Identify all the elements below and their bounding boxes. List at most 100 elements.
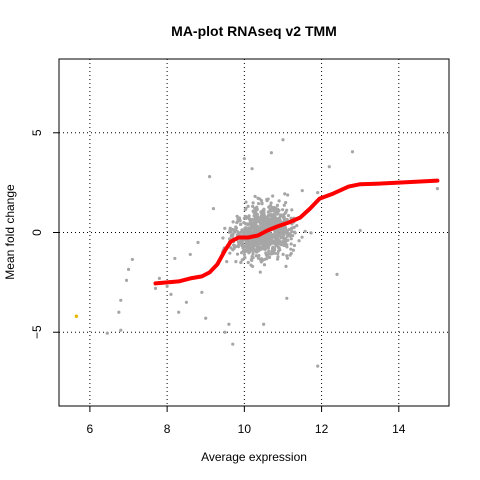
data-point [276, 252, 280, 256]
data-point [335, 272, 339, 276]
data-point [273, 242, 277, 246]
data-point [289, 237, 293, 241]
data-point [247, 239, 251, 243]
data-point [248, 248, 253, 252]
data-point [275, 207, 280, 211]
data-point [245, 241, 249, 245]
data-point [256, 219, 260, 224]
x-tick-label: 10 [238, 422, 252, 436]
data-point [235, 214, 239, 218]
data-point [276, 255, 280, 259]
data-point [282, 217, 286, 221]
data-point [297, 239, 301, 243]
x-tick-label: 12 [315, 422, 329, 436]
data-point [435, 187, 440, 191]
data-point [124, 278, 129, 282]
data-point [223, 226, 227, 230]
data-point [248, 219, 252, 223]
y-axis-label: Mean fold change [3, 184, 17, 280]
data-point [277, 199, 281, 203]
data-point [272, 208, 276, 212]
data-point [260, 223, 264, 227]
data-point [247, 214, 251, 218]
data-point [262, 245, 267, 249]
data-point [105, 331, 109, 335]
data-point [225, 260, 229, 264]
data-point [236, 240, 241, 244]
data-point [244, 216, 248, 220]
data-point [295, 223, 299, 228]
data-point [290, 230, 294, 234]
data-point [327, 165, 331, 169]
data-point [241, 249, 245, 253]
data-point [256, 201, 261, 206]
data-point [290, 208, 294, 212]
data-point [239, 240, 243, 244]
data-point [289, 247, 293, 251]
data-point [257, 253, 261, 258]
data-point [268, 237, 272, 241]
data-point [284, 210, 288, 214]
data-point [279, 228, 284, 232]
data-point [358, 228, 362, 233]
x-axis-label: Average expression [201, 450, 307, 464]
scatter-points [74, 138, 440, 368]
data-point [290, 226, 294, 230]
data-point [188, 252, 192, 257]
data-point [267, 249, 271, 253]
data-point [282, 203, 286, 207]
data-point [117, 310, 121, 314]
data-point [261, 209, 265, 213]
data-point [273, 239, 277, 244]
data-point [253, 194, 257, 198]
data-point [286, 238, 290, 242]
data-point [271, 194, 275, 198]
data-point [234, 228, 238, 232]
data-point [350, 150, 355, 154]
data-point [286, 213, 291, 218]
data-point [267, 210, 271, 214]
x-tick-label: 8 [164, 422, 171, 436]
data-point [231, 220, 235, 224]
data-point [259, 257, 264, 261]
data-point [227, 230, 232, 234]
data-point [238, 218, 242, 223]
data-point [284, 200, 288, 205]
data-point [251, 249, 255, 253]
data-point [275, 203, 280, 207]
data-point [229, 246, 233, 250]
data-point [234, 225, 238, 229]
data-point [249, 257, 253, 262]
data-point [285, 254, 289, 258]
data-point [255, 245, 259, 249]
data-point [261, 234, 265, 239]
data-point [285, 256, 290, 260]
data-point [261, 215, 265, 220]
trend-line-group [153, 178, 440, 286]
data-point [246, 227, 250, 231]
data-point [255, 214, 259, 218]
data-point [243, 207, 247, 212]
data-point [269, 212, 273, 217]
data-point [254, 241, 258, 245]
data-point [242, 244, 247, 248]
data-point [238, 222, 243, 227]
data-point [273, 230, 278, 235]
data-point [247, 216, 251, 221]
data-point [276, 249, 281, 253]
y-tick-label: 5 [30, 129, 44, 136]
data-point [231, 342, 235, 346]
data-point [271, 223, 275, 227]
data-point [278, 213, 283, 218]
data-point [242, 220, 246, 225]
x-tick-label: 6 [87, 422, 94, 436]
data-point [251, 204, 255, 208]
data-point [157, 276, 161, 280]
data-point [276, 240, 280, 245]
data-point [279, 235, 284, 239]
data-point [250, 230, 254, 235]
grid-lines [59, 59, 449, 406]
data-point [165, 284, 169, 288]
data-point [204, 316, 208, 320]
